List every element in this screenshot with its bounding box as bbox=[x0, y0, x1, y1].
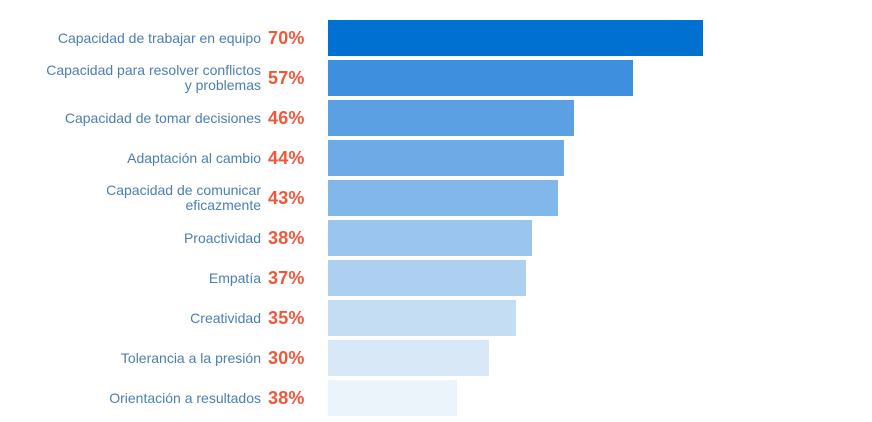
bar-row: Empatía 37% bbox=[0, 260, 872, 296]
bar bbox=[328, 300, 516, 336]
category-label: Capacidad de comunicar eficazmente bbox=[106, 182, 261, 213]
category-label: Adaptación al cambio bbox=[127, 149, 261, 166]
category-label: Proactividad bbox=[183, 229, 261, 246]
category-label: Empatía bbox=[208, 269, 261, 286]
category-label: Creatividad bbox=[190, 309, 261, 326]
bar-row: Proactividad 38% bbox=[0, 220, 872, 256]
value-label: 46% bbox=[268, 107, 305, 128]
value-label: 57% bbox=[268, 67, 305, 88]
bar-row: Capacidad de trabajar en equipo 70% bbox=[0, 20, 872, 56]
value-label: 44% bbox=[268, 147, 305, 168]
value-label: 35% bbox=[268, 307, 305, 328]
category-label: Tolerancia a la presión bbox=[120, 349, 261, 366]
value-label: 38% bbox=[268, 227, 305, 248]
bar bbox=[328, 20, 703, 56]
bar-row: Capacidad de comunicar eficazmente 43% bbox=[0, 180, 872, 216]
bar bbox=[328, 340, 489, 376]
bar-row: Creatividad 35% bbox=[0, 300, 872, 336]
value-label: 38% bbox=[268, 387, 305, 408]
category-label: Capacidad para resolver conflictos y pro… bbox=[46, 62, 261, 93]
bar-row: Orientación a resultados 38% bbox=[0, 380, 872, 416]
bar bbox=[328, 220, 532, 256]
bar bbox=[328, 380, 457, 416]
bar bbox=[328, 100, 574, 136]
bar-row: Capacidad de tomar decisiones 46% bbox=[0, 100, 872, 136]
bar bbox=[328, 60, 633, 96]
bar bbox=[328, 180, 558, 216]
value-label: 43% bbox=[268, 187, 305, 208]
bar-row: Capacidad para resolver conflictos y pro… bbox=[0, 60, 872, 96]
category-label: Orientación a resultados bbox=[109, 389, 261, 406]
category-label: Capacidad de trabajar en equipo bbox=[57, 29, 261, 46]
value-label: 70% bbox=[268, 27, 305, 48]
bar-row: Adaptación al cambio 44% bbox=[0, 140, 872, 176]
bar bbox=[328, 260, 526, 296]
value-label: 30% bbox=[268, 347, 305, 368]
bar bbox=[328, 140, 564, 176]
category-label: Capacidad de tomar decisiones bbox=[64, 109, 261, 126]
bar-row: Tolerancia a la presión 30% bbox=[0, 340, 872, 376]
value-label: 37% bbox=[268, 267, 305, 288]
